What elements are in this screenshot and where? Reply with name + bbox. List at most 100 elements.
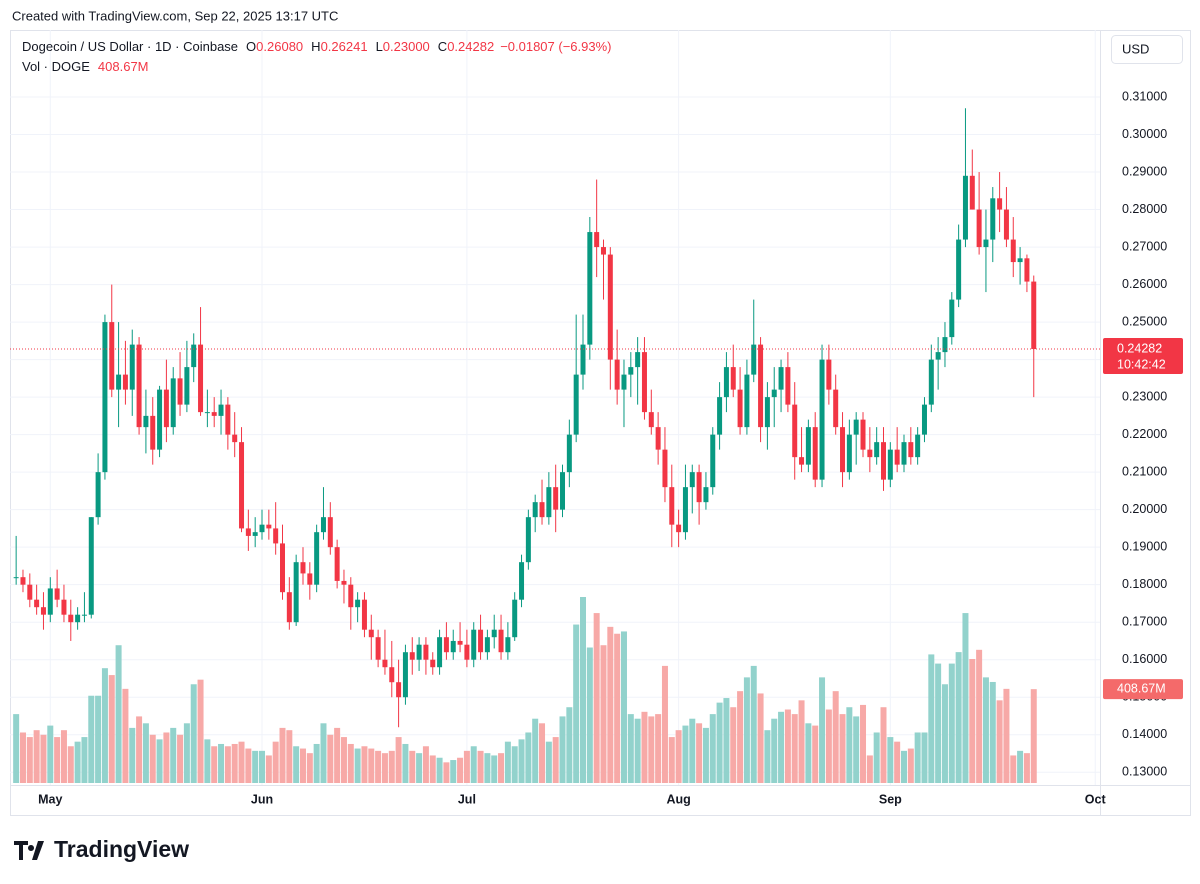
candle-body <box>935 352 941 360</box>
candle-body <box>191 344 197 368</box>
candle-body <box>300 562 306 574</box>
volume-bar <box>470 746 477 783</box>
volume-bar <box>375 750 382 783</box>
legend-key: O <box>246 39 256 54</box>
volume-bar <box>149 734 156 783</box>
candle-body <box>348 584 354 608</box>
volume-bar <box>81 737 88 783</box>
volume-bar <box>737 691 744 783</box>
volume-bar <box>115 645 122 783</box>
volume-bar <box>907 748 914 783</box>
legend-value: 0.24282 <box>447 39 494 54</box>
volume-bar <box>33 730 40 783</box>
x-tick-label: Aug <box>666 792 690 806</box>
volume-bar <box>245 748 252 783</box>
volume-bar <box>218 743 225 783</box>
candle-body <box>600 247 606 255</box>
candle-body <box>867 449 873 458</box>
volume-bar <box>696 723 703 783</box>
candle-body <box>423 644 429 660</box>
candle-body <box>539 502 545 518</box>
volume-bar <box>791 714 798 783</box>
currency-box[interactable] <box>1111 35 1183 64</box>
volume-bar <box>873 732 880 783</box>
volume-bar <box>566 707 573 783</box>
volume-bar <box>866 755 873 783</box>
volume-bar <box>798 700 805 783</box>
y-tick-label: 0.18000 <box>1122 577 1167 591</box>
volume-bar <box>825 709 832 783</box>
volume-bar <box>962 613 969 783</box>
volume-bar <box>771 718 778 783</box>
candle-body <box>607 254 613 360</box>
volume-bar <box>60 730 67 783</box>
volume-bar <box>921 732 928 783</box>
candle-body <box>47 588 53 615</box>
volume-bar <box>320 723 327 783</box>
volume-bar <box>620 631 627 783</box>
legend-title: Dogecoin / US Dollar · 1D · Coinbase <box>22 39 238 54</box>
volume-bar <box>156 739 163 783</box>
volume-bar <box>655 714 662 783</box>
candle-body <box>239 442 245 529</box>
volume-label: 408.67M <box>1117 681 1166 695</box>
chart-frame <box>10 30 1191 816</box>
volume-bar <box>928 654 935 783</box>
candle-body <box>416 644 422 660</box>
volume-bar <box>948 663 955 783</box>
candle-body <box>280 543 285 593</box>
candle-body <box>901 442 907 465</box>
volume-bar <box>880 707 887 783</box>
legend-value: 0.26241 <box>321 39 368 54</box>
candle-body <box>662 449 668 488</box>
volume-bar <box>54 737 61 783</box>
candle-body <box>396 682 402 698</box>
volume-bar <box>477 750 484 783</box>
candle-body <box>409 652 415 660</box>
candle-body <box>833 389 839 428</box>
candle-body <box>846 434 852 473</box>
volume-bar <box>395 737 402 783</box>
volume-bar <box>689 718 696 783</box>
countdown: 10:42:42 <box>1117 357 1166 371</box>
y-tick-label: 0.25000 <box>1122 314 1167 328</box>
volume-bar <box>784 709 791 783</box>
candle-body <box>163 389 169 428</box>
legend: Dogecoin / US Dollar · 1D · Coinbase O 0.2… <box>22 39 612 54</box>
candle-layer <box>13 108 1037 728</box>
volume-bar <box>422 746 429 783</box>
candle-body <box>737 389 743 428</box>
candle-body <box>560 472 566 510</box>
volume-bar <box>778 711 785 783</box>
volume-bar <box>436 757 443 783</box>
candle-body <box>102 322 108 473</box>
candle-body <box>484 637 490 653</box>
candle-body <box>553 487 559 510</box>
candle-body <box>682 487 688 533</box>
volume-bar <box>750 665 757 783</box>
candle-body <box>566 434 572 473</box>
volume-bar <box>347 743 354 783</box>
volume-bar <box>559 716 566 783</box>
volume-legend: Vol · DOGE 408.67M <box>22 59 149 74</box>
x-tick-label: May <box>38 792 62 806</box>
candle-body <box>819 359 825 480</box>
candle-body <box>61 599 67 615</box>
candle-body <box>805 427 811 465</box>
candle-body <box>1017 258 1023 263</box>
volume-bar <box>136 716 143 783</box>
currency[interactable]: USD <box>1122 41 1149 56</box>
volume-bar <box>989 681 996 783</box>
volume-bar <box>532 718 539 783</box>
candle-body <box>430 659 436 668</box>
y-tick-label: 0.20000 <box>1122 502 1167 516</box>
candle-body <box>34 599 40 608</box>
candle-body <box>956 239 962 300</box>
volume-bar <box>661 665 668 783</box>
volume-bar <box>26 737 33 783</box>
candle-body <box>710 434 716 488</box>
candle-body <box>75 614 81 623</box>
candle-body <box>512 599 518 638</box>
candle-body <box>478 629 484 653</box>
volume-value: 408.67M <box>98 59 149 74</box>
